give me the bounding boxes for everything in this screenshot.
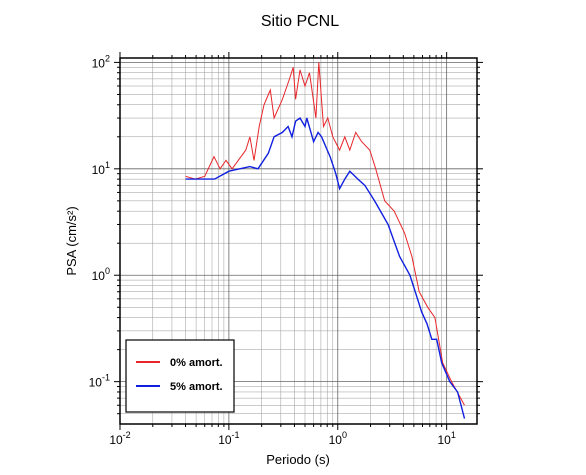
tick-base: 10 xyxy=(92,163,106,177)
series-line xyxy=(185,62,465,406)
tick-exponent: 1 xyxy=(105,160,110,170)
tick-base: 10 xyxy=(329,433,343,447)
tick-exponent: 2 xyxy=(105,53,110,63)
tick-label: 10-2 xyxy=(109,430,130,447)
legend-box xyxy=(125,339,235,413)
x-axis-label: Periodo (s) xyxy=(266,452,330,467)
tick-base: 10 xyxy=(218,433,232,447)
tick-base: 10 xyxy=(92,56,106,70)
series-line xyxy=(185,116,466,419)
tick-label: 102 xyxy=(92,53,110,70)
tick-label: 100 xyxy=(329,430,347,447)
chart-title: Sitio PCNL xyxy=(261,13,339,30)
y-axis-label: PSA (cm/s²) xyxy=(64,206,79,275)
tick-exponent: 1 xyxy=(451,430,456,440)
tick-exponent: -1 xyxy=(102,373,110,383)
tick-exponent: 0 xyxy=(105,266,110,276)
tick-label: 101 xyxy=(437,430,455,447)
tick-label: 10-1 xyxy=(89,373,110,390)
tick-base: 10 xyxy=(92,269,106,283)
tick-exponent: -2 xyxy=(123,430,131,440)
tick-exponent: -1 xyxy=(232,430,240,440)
legend-label: 0% amort. xyxy=(170,357,223,369)
tick-label: 10-1 xyxy=(218,430,239,447)
tick-base: 10 xyxy=(437,433,451,447)
tick-label: 100 xyxy=(92,266,110,283)
plot-frame xyxy=(119,57,478,425)
tick-label: 101 xyxy=(92,160,110,177)
legend-label: 5% amort. xyxy=(170,381,223,393)
tick-base: 10 xyxy=(109,433,123,447)
tick-base: 10 xyxy=(89,376,103,390)
tick-exponent: 0 xyxy=(342,430,347,440)
